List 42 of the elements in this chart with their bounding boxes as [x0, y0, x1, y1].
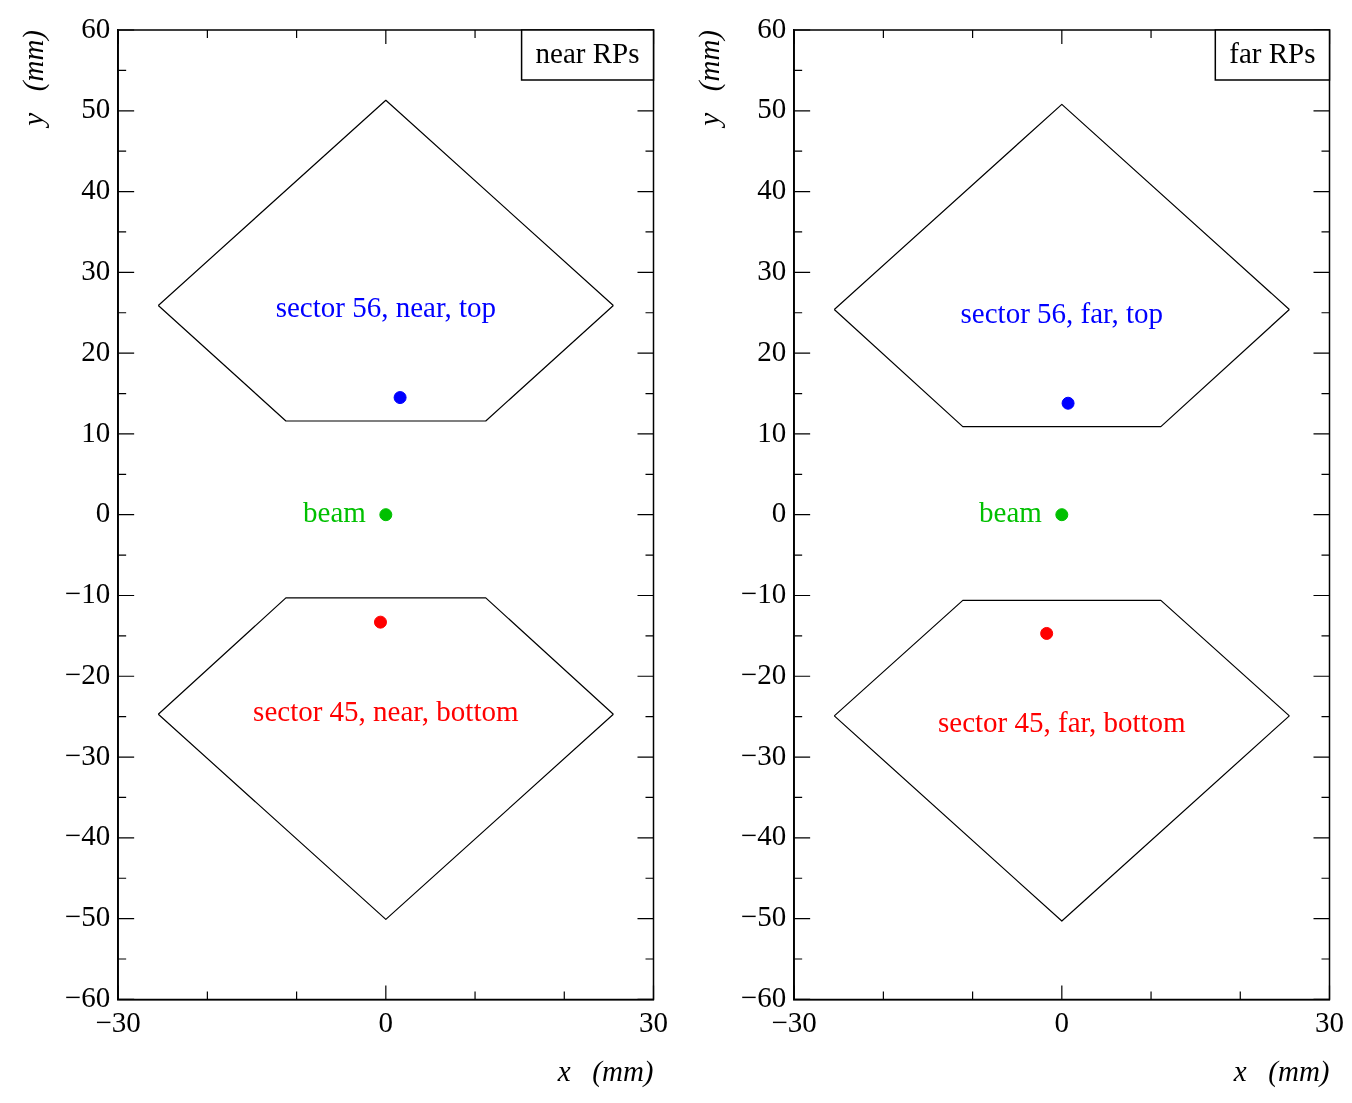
y-tick-label: 0 [95, 496, 111, 529]
y-axis-title: y (mm) [693, 30, 727, 129]
y-tick-label: −60 [740, 981, 787, 1014]
y-tick-label: 40 [81, 173, 111, 206]
x-axis-title: x (mm) [1232, 1055, 1330, 1089]
y-tick-label: −60 [64, 981, 111, 1014]
y-tick-label: 30 [81, 253, 111, 286]
y-axis-title: y (mm) [17, 30, 51, 129]
y-tick-label: −10 [64, 577, 111, 610]
chart-title: far RPs [1229, 36, 1316, 69]
y-tick-label: −20 [740, 657, 787, 690]
y-tick-label: 10 [81, 415, 111, 448]
y-tick-label: 60 [757, 11, 787, 44]
y-tick-label: −50 [740, 900, 787, 933]
x-tick-label: 30 [1315, 1006, 1344, 1039]
y-tick-label: 20 [757, 334, 787, 367]
y-tick-label: 30 [757, 253, 787, 286]
x-tick-label: 0 [1054, 1006, 1070, 1039]
text: sector 56, near, top [275, 291, 496, 324]
y-tick-label: −40 [64, 819, 111, 852]
y-tick-label: 60 [81, 11, 111, 44]
text: sector 45, far, bottom [937, 706, 1187, 739]
y-tick-label: −30 [740, 738, 787, 771]
y-tick-label: 50 [757, 92, 787, 125]
y-tick-label: 10 [757, 415, 787, 448]
y-tick-label: −30 [64, 738, 111, 771]
x-tick-label: 30 [639, 1006, 668, 1039]
y-tick-label: −50 [64, 900, 111, 933]
y-tick-label: 20 [81, 334, 111, 367]
x-tick-label: 0 [378, 1006, 394, 1039]
y-tick-label: 40 [757, 173, 787, 206]
y-tick-label: −20 [64, 657, 111, 690]
x-axis-title: x (mm) [556, 1055, 654, 1089]
chart-title: near RPs [535, 36, 640, 69]
y-tick-label: 0 [771, 496, 787, 529]
y-tick-label: −40 [740, 819, 787, 852]
text: sector 45, near, bottom [253, 694, 519, 727]
series-label: beam [303, 496, 367, 529]
y-tick-label: −10 [740, 577, 787, 610]
text: sector 56, far, top [960, 296, 1164, 329]
series-label: beam [979, 496, 1043, 529]
y-tick-label: 50 [81, 92, 111, 125]
